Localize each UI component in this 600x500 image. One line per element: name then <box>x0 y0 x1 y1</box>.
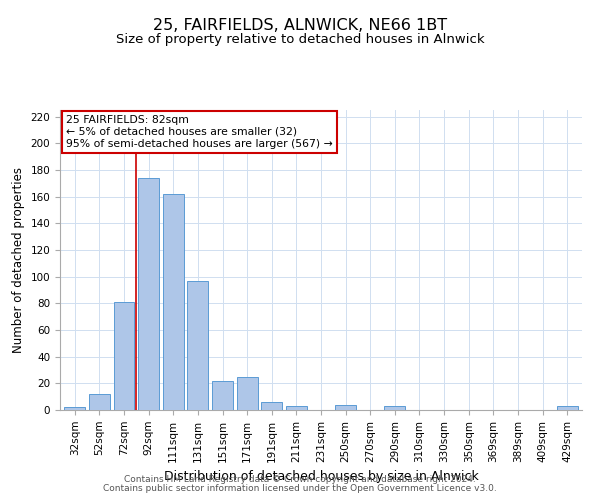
Bar <box>557 406 578 410</box>
Text: 25 FAIRFIELDS: 82sqm
← 5% of detached houses are smaller (32)
95% of semi-detach: 25 FAIRFIELDS: 82sqm ← 5% of detached ho… <box>66 116 333 148</box>
Bar <box>89 394 110 410</box>
Bar <box>113 302 134 410</box>
Bar <box>286 406 307 410</box>
Y-axis label: Number of detached properties: Number of detached properties <box>12 167 25 353</box>
Text: 25, FAIRFIELDS, ALNWICK, NE66 1BT: 25, FAIRFIELDS, ALNWICK, NE66 1BT <box>153 18 447 32</box>
Bar <box>64 408 85 410</box>
X-axis label: Distribution of detached houses by size in Alnwick: Distribution of detached houses by size … <box>164 470 478 483</box>
Bar <box>187 280 208 410</box>
Bar <box>261 402 282 410</box>
Bar <box>138 178 159 410</box>
Text: Contains HM Land Registry data © Crown copyright and database right 2024.: Contains HM Land Registry data © Crown c… <box>124 475 476 484</box>
Bar <box>236 376 257 410</box>
Text: Size of property relative to detached houses in Alnwick: Size of property relative to detached ho… <box>116 32 484 46</box>
Bar <box>212 380 233 410</box>
Bar <box>335 404 356 410</box>
Bar <box>385 406 406 410</box>
Text: Contains public sector information licensed under the Open Government Licence v3: Contains public sector information licen… <box>103 484 497 493</box>
Bar <box>163 194 184 410</box>
